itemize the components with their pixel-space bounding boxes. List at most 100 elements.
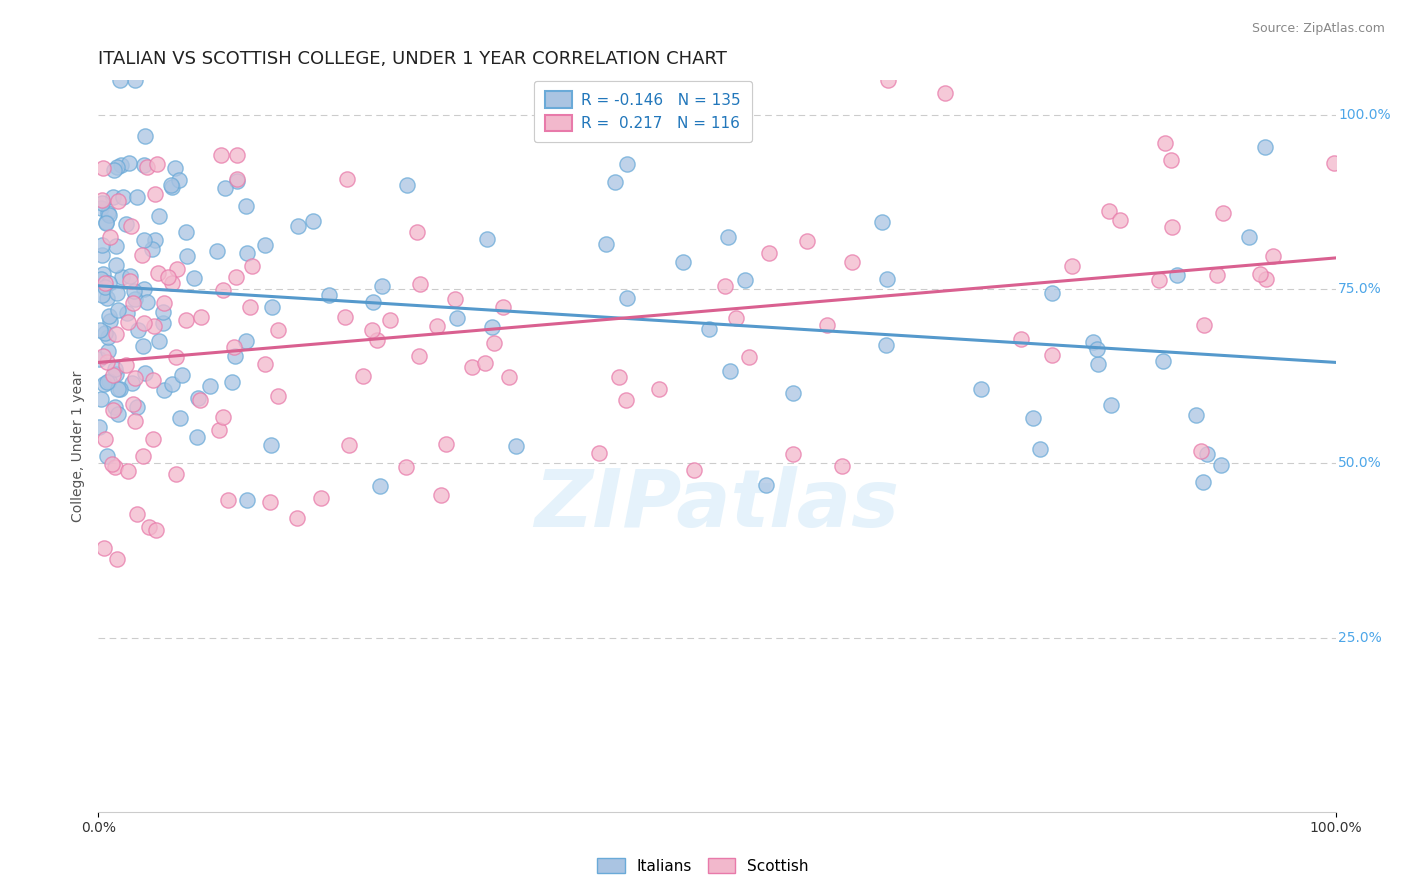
- Point: [1197, 447, 1219, 461]
- Point: [408, 277, 430, 292]
- Point: [105, 286, 128, 301]
- Point: [434, 437, 457, 451]
- Point: [124, 414, 146, 428]
- Point: [135, 161, 157, 175]
- Point: [105, 258, 128, 272]
- Point: [146, 266, 169, 280]
- Point: [395, 460, 418, 475]
- Point: [361, 295, 384, 310]
- Point: [603, 175, 626, 189]
- Point: [1237, 230, 1260, 244]
- Point: [209, 148, 232, 162]
- Point: [226, 171, 249, 186]
- Point: [107, 194, 129, 208]
- Point: [505, 439, 527, 453]
- Point: [146, 157, 169, 171]
- Point: [176, 312, 198, 326]
- Point: [127, 507, 149, 521]
- Text: 50.0%: 50.0%: [1339, 457, 1382, 470]
- Point: [93, 280, 115, 294]
- Point: [127, 400, 149, 414]
- Point: [162, 180, 184, 194]
- Point: [734, 273, 756, 287]
- Point: [395, 178, 418, 192]
- Point: [153, 295, 176, 310]
- Point: [169, 411, 191, 425]
- Point: [120, 219, 142, 233]
- Point: [1206, 268, 1229, 282]
- Point: [588, 446, 610, 460]
- Point: [117, 156, 139, 170]
- Point: [235, 199, 257, 213]
- Point: [105, 160, 128, 174]
- Point: [482, 335, 505, 350]
- Point: [87, 420, 110, 434]
- Point: [165, 467, 187, 481]
- Point: [143, 318, 166, 333]
- Point: [107, 303, 129, 318]
- Point: [1160, 153, 1182, 167]
- Point: [236, 492, 259, 507]
- Point: [132, 449, 155, 463]
- Point: [699, 322, 721, 336]
- Point: [142, 373, 165, 387]
- Point: [90, 272, 112, 286]
- Point: [1189, 443, 1212, 458]
- Point: [124, 292, 146, 306]
- Point: [90, 288, 112, 302]
- Point: [89, 323, 111, 337]
- Point: [481, 319, 503, 334]
- Point: [101, 457, 124, 471]
- Point: [260, 301, 283, 315]
- Point: [1042, 348, 1064, 362]
- Point: [815, 318, 838, 333]
- Point: [352, 369, 374, 384]
- Point: [616, 156, 638, 170]
- Point: [260, 438, 283, 452]
- Point: [240, 259, 263, 273]
- Point: [254, 357, 277, 371]
- Point: [96, 291, 118, 305]
- Point: [115, 306, 138, 320]
- Point: [134, 366, 156, 380]
- Point: [717, 230, 740, 244]
- Point: [970, 382, 993, 396]
- Point: [157, 269, 180, 284]
- Point: [132, 233, 155, 247]
- Point: [841, 255, 863, 269]
- Point: [214, 181, 236, 195]
- Point: [187, 391, 209, 405]
- Point: [91, 248, 114, 262]
- Point: [97, 344, 120, 359]
- Point: [121, 295, 143, 310]
- Point: [166, 261, 188, 276]
- Point: [90, 201, 112, 215]
- Point: [104, 400, 127, 414]
- Point: [595, 237, 617, 252]
- Point: [1191, 475, 1213, 489]
- Point: [90, 392, 112, 406]
- Point: [1254, 140, 1277, 154]
- Point: [145, 233, 167, 247]
- Point: [934, 87, 956, 101]
- Point: [318, 288, 340, 302]
- Point: [267, 389, 290, 403]
- Point: [336, 172, 359, 186]
- Point: [93, 376, 115, 391]
- Point: [876, 272, 898, 286]
- Point: [135, 295, 157, 310]
- Point: [718, 364, 741, 378]
- Point: [782, 447, 804, 461]
- Point: [91, 193, 114, 207]
- Point: [221, 376, 243, 390]
- Point: [444, 292, 467, 306]
- Point: [186, 430, 208, 444]
- Point: [302, 213, 325, 227]
- Point: [93, 541, 115, 556]
- Point: [93, 161, 115, 176]
- Point: [152, 384, 174, 398]
- Point: [98, 229, 121, 244]
- Point: [174, 225, 197, 239]
- Point: [132, 339, 155, 353]
- Point: [211, 409, 233, 424]
